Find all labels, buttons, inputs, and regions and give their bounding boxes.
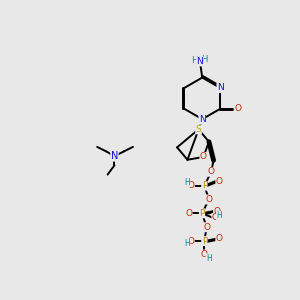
Text: O: O <box>216 176 223 185</box>
Text: O: O <box>188 237 194 246</box>
Text: O: O <box>200 152 207 161</box>
Text: N: N <box>111 151 118 161</box>
Text: P: P <box>202 181 207 190</box>
Text: O: O <box>201 250 208 259</box>
Text: O: O <box>206 195 212 204</box>
Text: O: O <box>216 234 223 243</box>
Text: H: H <box>206 254 212 263</box>
Text: O: O <box>188 181 194 190</box>
Text: P: P <box>202 237 207 246</box>
Text: N: N <box>199 115 206 124</box>
Text: O: O <box>212 214 219 223</box>
Text: H: H <box>191 56 197 65</box>
Text: H: H <box>184 239 190 248</box>
Text: N: N <box>196 57 203 66</box>
Text: H: H <box>217 211 222 220</box>
Text: N: N <box>217 83 224 92</box>
Text: O: O <box>185 209 192 218</box>
Text: H: H <box>201 55 208 64</box>
Text: P: P <box>199 209 205 218</box>
Text: S: S <box>196 125 201 134</box>
Text: O: O <box>234 104 241 113</box>
Text: O: O <box>214 207 220 216</box>
Text: O: O <box>203 223 210 232</box>
Text: O: O <box>208 167 215 176</box>
Text: H: H <box>184 178 190 187</box>
